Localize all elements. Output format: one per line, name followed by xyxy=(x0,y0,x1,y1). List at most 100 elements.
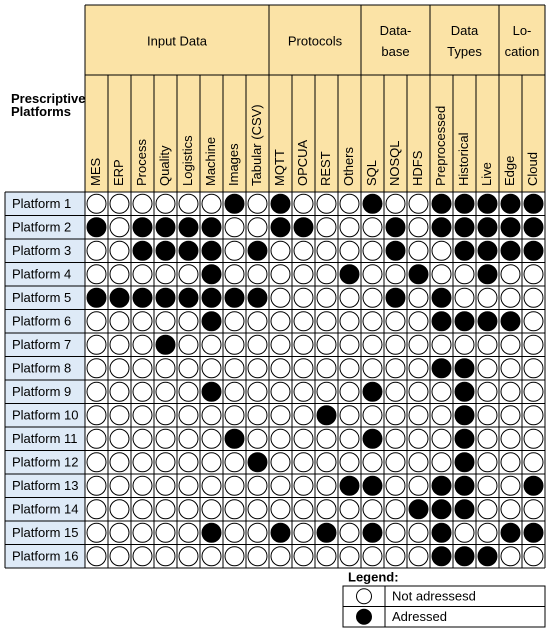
status-circle xyxy=(454,499,475,520)
status-circle xyxy=(201,264,222,285)
status-circle xyxy=(500,334,521,355)
status-circle xyxy=(500,452,521,473)
status-circle xyxy=(339,358,360,379)
row-label: Platform 15 xyxy=(12,525,78,540)
status-circle xyxy=(385,334,406,355)
status-circle xyxy=(316,381,337,402)
status-circle xyxy=(339,499,360,520)
status-circle xyxy=(477,287,498,308)
status-circle xyxy=(339,311,360,332)
status-circle xyxy=(178,475,199,496)
status-circle xyxy=(523,499,544,520)
status-circle xyxy=(385,217,406,238)
status-circle xyxy=(132,452,153,473)
status-circle xyxy=(86,475,107,496)
status-circle xyxy=(408,311,429,332)
status-circle xyxy=(477,452,498,473)
column-label: Logistics xyxy=(180,135,195,186)
status-circle xyxy=(385,240,406,261)
group-label: Input Data xyxy=(147,33,208,48)
status-circle xyxy=(178,499,199,520)
status-circle xyxy=(86,287,107,308)
status-circle xyxy=(316,358,337,379)
status-circle xyxy=(385,264,406,285)
row-label: Platform 8 xyxy=(12,361,71,376)
status-circle xyxy=(362,334,383,355)
status-circle xyxy=(362,499,383,520)
group-label: Data- xyxy=(380,23,412,38)
row-label: Platform 13 xyxy=(12,478,78,493)
group-label: Protocols xyxy=(288,33,343,48)
status-circle xyxy=(224,499,245,520)
status-circle xyxy=(270,405,291,426)
status-circle xyxy=(247,405,268,426)
status-circle xyxy=(224,240,245,261)
status-circle xyxy=(155,405,176,426)
status-circle xyxy=(454,217,475,238)
status-circle xyxy=(178,452,199,473)
status-circle xyxy=(339,452,360,473)
status-circle xyxy=(339,240,360,261)
status-circle xyxy=(523,546,544,567)
row-label: Platform 6 xyxy=(12,314,71,329)
row-label: Platform 2 xyxy=(12,220,71,235)
status-circle xyxy=(454,311,475,332)
status-circle xyxy=(385,546,406,567)
status-circle xyxy=(454,452,475,473)
status-circle xyxy=(132,217,153,238)
status-circle xyxy=(477,499,498,520)
status-circle xyxy=(109,499,130,520)
status-circle xyxy=(155,311,176,332)
status-circle xyxy=(109,287,130,308)
status-circle xyxy=(523,334,544,355)
status-circle xyxy=(109,475,130,496)
status-circle xyxy=(362,264,383,285)
status-circle xyxy=(431,499,452,520)
status-circle xyxy=(523,240,544,261)
status-circle xyxy=(477,264,498,285)
column-label: Others xyxy=(341,146,356,186)
status-circle xyxy=(408,334,429,355)
status-circle xyxy=(155,475,176,496)
status-circle xyxy=(500,240,521,261)
status-circle xyxy=(408,264,429,285)
status-circle xyxy=(454,358,475,379)
status-circle xyxy=(408,428,429,449)
status-circle xyxy=(109,546,130,567)
status-circle xyxy=(339,475,360,496)
status-circle xyxy=(362,522,383,543)
status-circle xyxy=(109,264,130,285)
status-circle xyxy=(431,334,452,355)
status-circle xyxy=(86,546,107,567)
status-circle xyxy=(316,452,337,473)
row-label: Platform 14 xyxy=(12,502,78,517)
corner-line: Platforms xyxy=(11,104,71,119)
status-circle xyxy=(201,193,222,214)
status-circle xyxy=(224,358,245,379)
status-circle xyxy=(316,311,337,332)
status-circle xyxy=(431,381,452,402)
status-circle xyxy=(316,546,337,567)
status-circle xyxy=(201,287,222,308)
status-circle xyxy=(385,499,406,520)
status-circle xyxy=(500,311,521,332)
status-circle xyxy=(201,334,222,355)
status-circle xyxy=(293,264,314,285)
status-circle xyxy=(339,428,360,449)
status-circle xyxy=(362,381,383,402)
status-circle xyxy=(454,240,475,261)
status-circle xyxy=(431,546,452,567)
status-circle xyxy=(86,334,107,355)
status-circle xyxy=(247,546,268,567)
status-circle xyxy=(132,499,153,520)
status-circle xyxy=(454,334,475,355)
status-circle xyxy=(454,475,475,496)
status-circle xyxy=(500,405,521,426)
status-circle xyxy=(316,475,337,496)
row-label: Platform 4 xyxy=(12,267,71,282)
row-label: Platform 16 xyxy=(12,549,78,564)
status-circle xyxy=(132,287,153,308)
status-circle xyxy=(293,475,314,496)
status-circle xyxy=(408,193,429,214)
